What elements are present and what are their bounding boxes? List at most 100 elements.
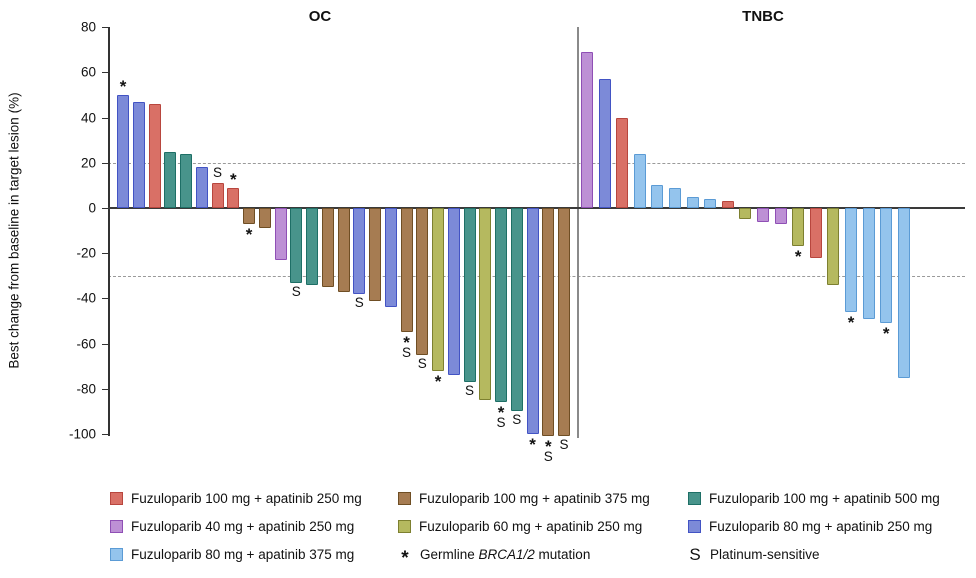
bar <box>651 185 664 208</box>
legend-item: Fuzuloparib 80 mg + apatinib 375 mg <box>110 547 354 562</box>
bar <box>792 208 805 247</box>
bar <box>704 198 717 208</box>
legend-item: Fuzuloparib 60 mg + apatinib 250 mg <box>398 519 642 534</box>
bar <box>880 208 893 324</box>
legend-item: Fuzuloparib 40 mg + apatinib 250 mg <box>110 519 354 534</box>
platinum-sensitive-marker: S <box>417 355 427 371</box>
bar <box>686 196 699 208</box>
legend-item: Fuzuloparib 80 mg + apatinib 250 mg <box>688 519 932 534</box>
bar <box>384 208 397 308</box>
platinum-sensitive-marker: S <box>464 383 475 399</box>
y-tick-label: 40 <box>80 110 96 126</box>
legend-swatch-brown <box>398 492 411 505</box>
platinum-sensitive-marker: S <box>212 165 223 181</box>
bar <box>400 208 413 333</box>
y-tick-label: -60 <box>76 336 96 352</box>
platinum-sensitive-symbol: S <box>689 544 701 564</box>
bar <box>542 208 555 437</box>
brca-mutation-marker: * <box>794 247 802 267</box>
bar <box>721 201 734 208</box>
bar <box>290 208 303 283</box>
y-tick <box>102 343 108 345</box>
group-title-oc: OC <box>308 8 332 25</box>
bar <box>243 208 255 224</box>
legend-label: Fuzuloparib 100 mg + apatinib 500 mg <box>709 491 940 506</box>
y-tick-label: -40 <box>76 290 96 306</box>
bar <box>321 208 334 288</box>
y-tick-label: -80 <box>76 381 96 397</box>
y-tick <box>102 117 108 119</box>
bar <box>581 52 593 208</box>
legend-item: S Platinum-sensitive <box>688 544 819 564</box>
y-axis-line <box>108 27 110 436</box>
y-tick-label: -100 <box>68 426 96 442</box>
bar <box>180 153 192 208</box>
bar <box>897 208 910 378</box>
legend-item: Fuzuloparib 100 mg + apatinib 500 mg <box>688 491 940 506</box>
y-axis-title: Best change from baseline in target lesi… <box>6 92 22 369</box>
y-tick-label: 60 <box>80 64 96 80</box>
bar <box>774 208 787 224</box>
bar <box>558 208 570 437</box>
platinum-sensitive-marker: S <box>401 345 412 361</box>
y-tick <box>102 72 108 74</box>
platinum-sensitive-marker: S <box>496 415 506 431</box>
legend-swatch-periwinkle <box>688 520 701 533</box>
bar <box>416 208 429 355</box>
bar <box>337 208 350 292</box>
bar <box>432 208 444 371</box>
legend-swatch-purple <box>110 520 123 533</box>
legend-label: Fuzuloparib 100 mg + apatinib 250 mg <box>131 491 362 506</box>
legend-label: Fuzuloparib 80 mg + apatinib 250 mg <box>709 519 933 534</box>
bar <box>510 208 523 412</box>
brca-mutation-marker: * <box>497 403 505 423</box>
asterisk-symbol: * <box>401 547 409 569</box>
bar <box>258 208 271 229</box>
group-divider <box>577 27 579 438</box>
y-tick <box>102 27 108 29</box>
reference-line <box>108 162 965 164</box>
platinum-sensitive-marker: S <box>559 437 569 453</box>
y-tick-label: -20 <box>76 245 96 261</box>
bar <box>739 208 752 220</box>
legend-swatch-lightblue <box>110 548 123 561</box>
legend-item: Fuzuloparib 100 mg + apatinib 375 mg <box>398 491 650 506</box>
bar <box>195 167 208 208</box>
y-tick <box>102 162 108 164</box>
bar <box>463 208 476 383</box>
platinum-sensitive-marker: S <box>512 412 522 428</box>
brca-mutation-marker: * <box>245 224 253 244</box>
y-tick <box>102 298 108 300</box>
legend-swatch-teal <box>688 492 701 505</box>
bar <box>827 208 840 285</box>
y-tick <box>102 208 108 209</box>
group-title-tnbc: TNBC <box>742 8 784 25</box>
bar <box>633 153 646 208</box>
legend-swatch-olive <box>398 520 411 533</box>
y-tick <box>102 434 108 435</box>
brca-mutation-marker: * <box>434 371 442 391</box>
y-tick-label: 0 <box>88 200 96 216</box>
brca-mutation-marker: * <box>847 312 855 332</box>
brca-mutation-marker: * <box>403 333 410 353</box>
bar <box>274 208 287 260</box>
bar <box>862 208 875 319</box>
legend-label: Fuzuloparib 40 mg + apatinib 250 mg <box>131 519 355 534</box>
bar <box>526 208 539 434</box>
bar <box>227 187 240 208</box>
bar <box>616 117 629 208</box>
bar <box>809 208 822 258</box>
bar <box>164 151 177 208</box>
legend-label: Fuzuloparib 80 mg + apatinib 375 mg <box>131 547 355 562</box>
bar <box>495 208 507 403</box>
y-tick <box>102 388 108 390</box>
brca-mutation-marker: * <box>119 77 127 96</box>
legend-label: Fuzuloparib 60 mg + apatinib 250 mg <box>419 519 643 534</box>
platinum-sensitive-marker: S <box>354 294 364 310</box>
brca-mutation-marker: * <box>529 435 536 454</box>
bar <box>447 208 460 376</box>
bar <box>306 208 318 285</box>
brca-mutation-marker: * <box>882 324 890 344</box>
brca-mutation-marker: * <box>229 169 237 189</box>
